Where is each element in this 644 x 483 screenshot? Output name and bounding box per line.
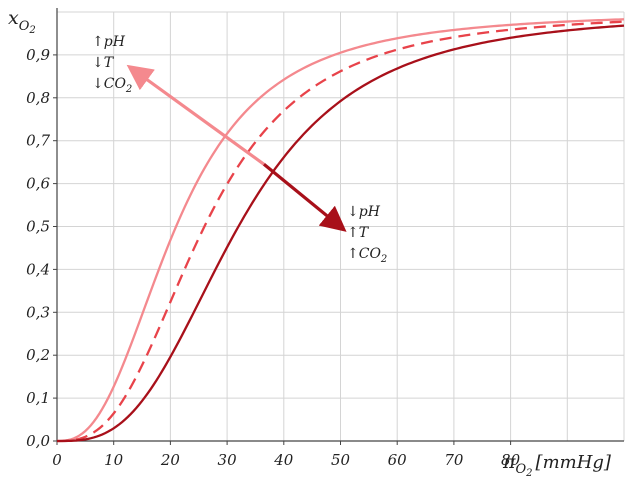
y-tick-label: 0,7 bbox=[26, 132, 50, 150]
y-tick-label: 0,9 bbox=[26, 46, 50, 64]
tick-labels: 0,0 0,1 0,2 0,3 0,4 0,5 0,6 0,7 0,8 0,9 0 10 20 30 40 5… bbox=[26, 46, 520, 469]
annotations: ↑pH ↓T ↓CO2 ↓pH ↑T ↑CO2 bbox=[92, 34, 387, 265]
axis-labels: xO2 πO2[mmHg] bbox=[8, 7, 612, 479]
y-tick-label: 0,5 bbox=[26, 218, 50, 236]
annotation-text: ↓T bbox=[92, 55, 115, 71]
y-tick-label: 0,4 bbox=[26, 260, 50, 278]
x-tick-label: 20 bbox=[160, 451, 181, 469]
y-tick-label: 0,2 bbox=[26, 346, 50, 364]
y-axis-label: xO2 bbox=[8, 7, 36, 36]
annotation-text: ↓pH bbox=[347, 204, 381, 220]
x-tick-label: 10 bbox=[104, 451, 124, 469]
arrow-right-shift bbox=[262, 163, 347, 232]
x-tick-label: 80 bbox=[501, 451, 521, 469]
annotation-text: ↑T bbox=[347, 225, 370, 241]
y-tick-label: 0,0 bbox=[26, 432, 50, 450]
y-tick-label: 0,6 bbox=[26, 175, 50, 193]
y-tick-label: 0,3 bbox=[26, 303, 50, 321]
annotation-text: ↑pH bbox=[92, 34, 126, 50]
y-tick-label: 0,8 bbox=[26, 89, 50, 107]
series-line-1 bbox=[56, 18, 625, 443]
series-line-2 bbox=[56, 20, 625, 443]
axes bbox=[53, 8, 624, 445]
series-line-3 bbox=[57, 24, 625, 443]
x-tick-label: 30 bbox=[218, 451, 238, 469]
grid bbox=[57, 11, 625, 441]
x-tick-label: 0 bbox=[52, 451, 62, 469]
y-tick-label: 0,1 bbox=[26, 389, 50, 407]
series-lines bbox=[56, 18, 625, 443]
x-tick-label: 60 bbox=[388, 451, 408, 469]
x-axis-label: πO2[mmHg] bbox=[502, 451, 612, 479]
x-tick-label: 50 bbox=[331, 451, 351, 469]
arrow-left-shift bbox=[126, 64, 265, 166]
x-tick-label: 40 bbox=[273, 451, 294, 469]
x-tick-label: 70 bbox=[444, 451, 464, 469]
annotation-text: ↓CO2 bbox=[92, 76, 132, 95]
annotation-text: ↑CO2 bbox=[347, 246, 387, 265]
